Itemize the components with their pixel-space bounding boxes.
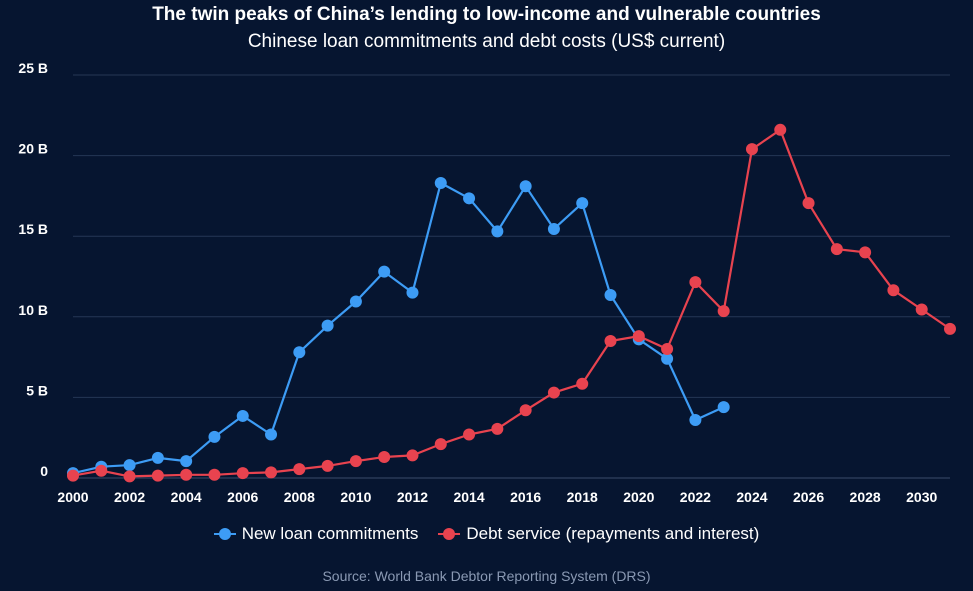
data-point[interactable] <box>547 222 560 235</box>
legend-swatch-red <box>438 528 461 540</box>
series-0 <box>67 177 730 480</box>
data-point[interactable] <box>321 319 334 332</box>
x-tick-label: 2028 <box>850 489 881 505</box>
data-point[interactable] <box>293 463 306 476</box>
y-tick-label: 20 B <box>18 141 48 157</box>
data-point[interactable] <box>519 180 532 193</box>
data-point[interactable] <box>95 464 108 477</box>
x-tick-label: 2004 <box>171 489 202 505</box>
x-tick-label: 2002 <box>114 489 145 505</box>
y-tick-label: 25 B <box>18 60 48 76</box>
x-tick-label: 2026 <box>793 489 824 505</box>
data-point[interactable] <box>717 305 730 318</box>
data-point[interactable] <box>576 197 589 210</box>
data-point[interactable] <box>576 377 589 390</box>
series-line <box>72 181 725 475</box>
x-tick-label: 2016 <box>510 489 541 505</box>
data-point[interactable] <box>406 449 419 462</box>
legend-label: New loan commitments <box>241 524 419 543</box>
chart-title: The twin peaks of China’s lending to low… <box>152 4 821 25</box>
data-point[interactable] <box>689 413 702 426</box>
data-point[interactable] <box>151 451 164 464</box>
x-tick-label: 2012 <box>397 489 428 505</box>
data-point[interactable] <box>378 265 391 278</box>
data-point[interactable] <box>180 468 193 481</box>
data-point[interactable] <box>915 303 928 316</box>
x-tick-label: 2024 <box>736 489 767 505</box>
y-tick-label: 15 B <box>18 221 48 237</box>
x-tick-label: 2022 <box>680 489 711 505</box>
data-point[interactable] <box>208 468 221 481</box>
y-tick-label: 5 B <box>26 382 48 398</box>
data-point[interactable] <box>802 197 815 210</box>
x-tick-label: 2030 <box>906 489 937 505</box>
data-point[interactable] <box>406 286 419 299</box>
source-note: Source: World Bank Debtor Reporting Syst… <box>322 568 651 584</box>
data-point[interactable] <box>547 386 560 399</box>
x-tick-label: 2010 <box>340 489 371 505</box>
data-point[interactable] <box>123 459 136 472</box>
data-point[interactable] <box>236 467 249 480</box>
y-axis-ticks: 0 5 B 10 B 15 B 20 B 25 B <box>18 60 48 479</box>
y-tick-label: 0 <box>40 463 48 479</box>
data-point[interactable] <box>689 276 702 289</box>
x-tick-label: 2018 <box>567 489 598 505</box>
gridlines <box>73 74 950 479</box>
data-point[interactable] <box>123 470 136 483</box>
series-line <box>72 128 951 478</box>
data-point[interactable] <box>265 466 278 479</box>
x-tick-label: 2020 <box>623 489 654 505</box>
chart-subtitle: Chinese loan commitments and debt costs … <box>247 31 726 52</box>
data-point[interactable] <box>151 469 164 482</box>
data-point[interactable] <box>491 422 504 435</box>
legend-item-debt-service[interactable]: Debt service (repayments and interest) <box>438 524 759 544</box>
data-point[interactable] <box>887 284 900 297</box>
x-tick-label: 2008 <box>284 489 315 505</box>
series-layer <box>67 123 956 483</box>
x-axis-ticks: 2000 2002 2004 2006 2008 2010 2012 2014 2016 2018… <box>57 489 937 505</box>
y-tick-label: 10 B <box>18 302 48 318</box>
data-point[interactable] <box>745 143 758 156</box>
data-point[interactable] <box>265 428 278 441</box>
series-1 <box>67 123 956 483</box>
x-tick-label: 2014 <box>453 489 484 505</box>
legend-swatch-blue <box>213 528 236 540</box>
data-point[interactable] <box>434 177 447 190</box>
legend: New loan commitments Debt service (repay… <box>0 524 973 544</box>
data-point[interactable] <box>349 455 362 468</box>
data-point[interactable] <box>236 409 249 422</box>
data-point[interactable] <box>859 246 872 259</box>
data-point[interactable] <box>604 289 617 302</box>
data-point[interactable] <box>434 438 447 451</box>
data-point[interactable] <box>661 352 674 365</box>
data-point[interactable] <box>208 430 221 443</box>
x-tick-label: 2000 <box>57 489 88 505</box>
legend-label: Debt service (repayments and interest) <box>466 524 760 543</box>
data-point[interactable] <box>463 428 476 441</box>
data-point[interactable] <box>632 330 645 343</box>
data-point[interactable] <box>944 322 956 335</box>
data-point[interactable] <box>349 295 362 308</box>
data-point[interactable] <box>717 401 730 414</box>
data-point[interactable] <box>604 334 617 347</box>
data-point[interactable] <box>180 455 193 468</box>
x-tick-label: 2006 <box>227 489 258 505</box>
data-point[interactable] <box>491 225 504 238</box>
data-point[interactable] <box>661 343 674 356</box>
data-point[interactable] <box>774 123 787 136</box>
data-point[interactable] <box>67 469 79 482</box>
data-point[interactable] <box>378 451 391 464</box>
legend-item-new-loan-commitments[interactable]: New loan commitments <box>213 524 419 544</box>
data-point[interactable] <box>321 459 334 472</box>
data-point[interactable] <box>463 192 476 205</box>
data-point[interactable] <box>830 243 843 256</box>
data-point[interactable] <box>293 346 306 359</box>
data-point[interactable] <box>519 404 532 417</box>
